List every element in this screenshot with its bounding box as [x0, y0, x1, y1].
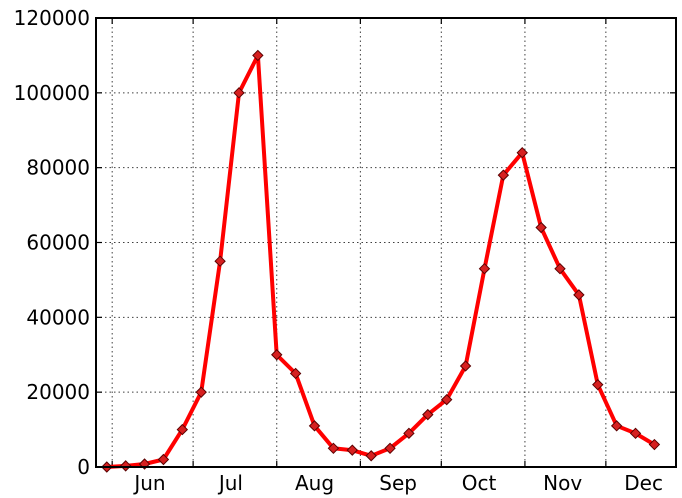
- data-point: [214, 255, 226, 267]
- data-point: [478, 262, 491, 275]
- data-point: [554, 262, 566, 275]
- data-point: [592, 378, 604, 391]
- y-tick-label: 80000: [26, 156, 90, 180]
- y-tick-label: 60000: [26, 231, 90, 255]
- data-point: [648, 438, 661, 451]
- data-point: [365, 450, 377, 462]
- x-axis-labels: Jun Jul Aug Sep Oct Nov Dec: [132, 471, 663, 495]
- x-tick-label: Aug: [295, 471, 334, 495]
- y-tick-label: 100000: [14, 81, 90, 105]
- data-point: [195, 386, 207, 398]
- data-point: [252, 49, 264, 62]
- data-point: [497, 169, 510, 181]
- series-line: [104, 53, 657, 469]
- x-tick-label: Oct: [462, 471, 497, 495]
- data-point: [346, 444, 358, 456]
- data-point: [459, 360, 472, 372]
- data-point: [629, 427, 642, 440]
- x-tick-label: Sep: [379, 471, 417, 495]
- x-tick-label: Nov: [543, 471, 582, 495]
- y-tick-label: 20000: [26, 380, 90, 404]
- series-layer: [101, 49, 661, 473]
- data-point: [327, 442, 340, 454]
- data-point: [516, 146, 528, 159]
- data-point: [384, 442, 396, 454]
- data-point: [289, 367, 302, 380]
- data-point: [308, 420, 321, 432]
- y-axis-labels: 0 20000 40000 60000 80000 100000 120000: [14, 6, 90, 479]
- data-point: [271, 349, 283, 361]
- data-point: [535, 221, 547, 234]
- data-point: [610, 420, 623, 432]
- y-tick-label: 120000: [14, 6, 90, 30]
- x-tick-label: Dec: [624, 471, 663, 495]
- data-point: [119, 460, 132, 472]
- x-tick-label: Jul: [217, 471, 243, 495]
- data-point: [440, 393, 453, 406]
- data-point: [233, 87, 245, 99]
- data-point: [403, 427, 415, 440]
- data-point: [176, 423, 189, 436]
- data-point: [573, 289, 585, 301]
- data-point: [422, 408, 434, 421]
- y-tick-label: 0: [77, 455, 90, 479]
- data-point: [157, 453, 170, 466]
- x-tick-label: Jun: [132, 471, 165, 495]
- plot-frame: [95, 17, 677, 468]
- y-tick-label: 40000: [26, 305, 90, 329]
- grid-layer: [96, 18, 676, 467]
